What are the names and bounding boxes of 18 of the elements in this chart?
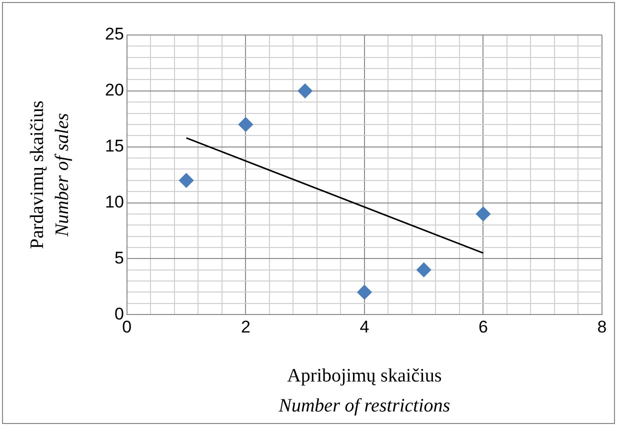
x-tick-label: 6 bbox=[478, 317, 488, 336]
y-tick-label: 20 bbox=[104, 80, 124, 100]
point bbox=[357, 284, 372, 300]
y-tick-label: 5 bbox=[114, 248, 124, 268]
point bbox=[298, 84, 312, 98]
point bbox=[476, 206, 490, 222]
y-axis-title: Pardavimų skaičius Number of sales bbox=[26, 100, 73, 249]
y-tick-label: 10 bbox=[104, 192, 124, 212]
y-tick-label: 25 bbox=[104, 24, 124, 44]
x-tick-label: 4 bbox=[360, 317, 370, 336]
point bbox=[238, 117, 253, 132]
x-axis-title: Apribojimų skaičius Number of restrictions bbox=[278, 366, 450, 417]
y-tick-label: 15 bbox=[104, 136, 124, 156]
x-tick-label: 2 bbox=[240, 317, 250, 336]
y-tick-label: 0 bbox=[114, 304, 124, 324]
x-tick-label: 8 bbox=[597, 317, 607, 336]
point bbox=[179, 173, 194, 188]
point bbox=[416, 262, 432, 278]
